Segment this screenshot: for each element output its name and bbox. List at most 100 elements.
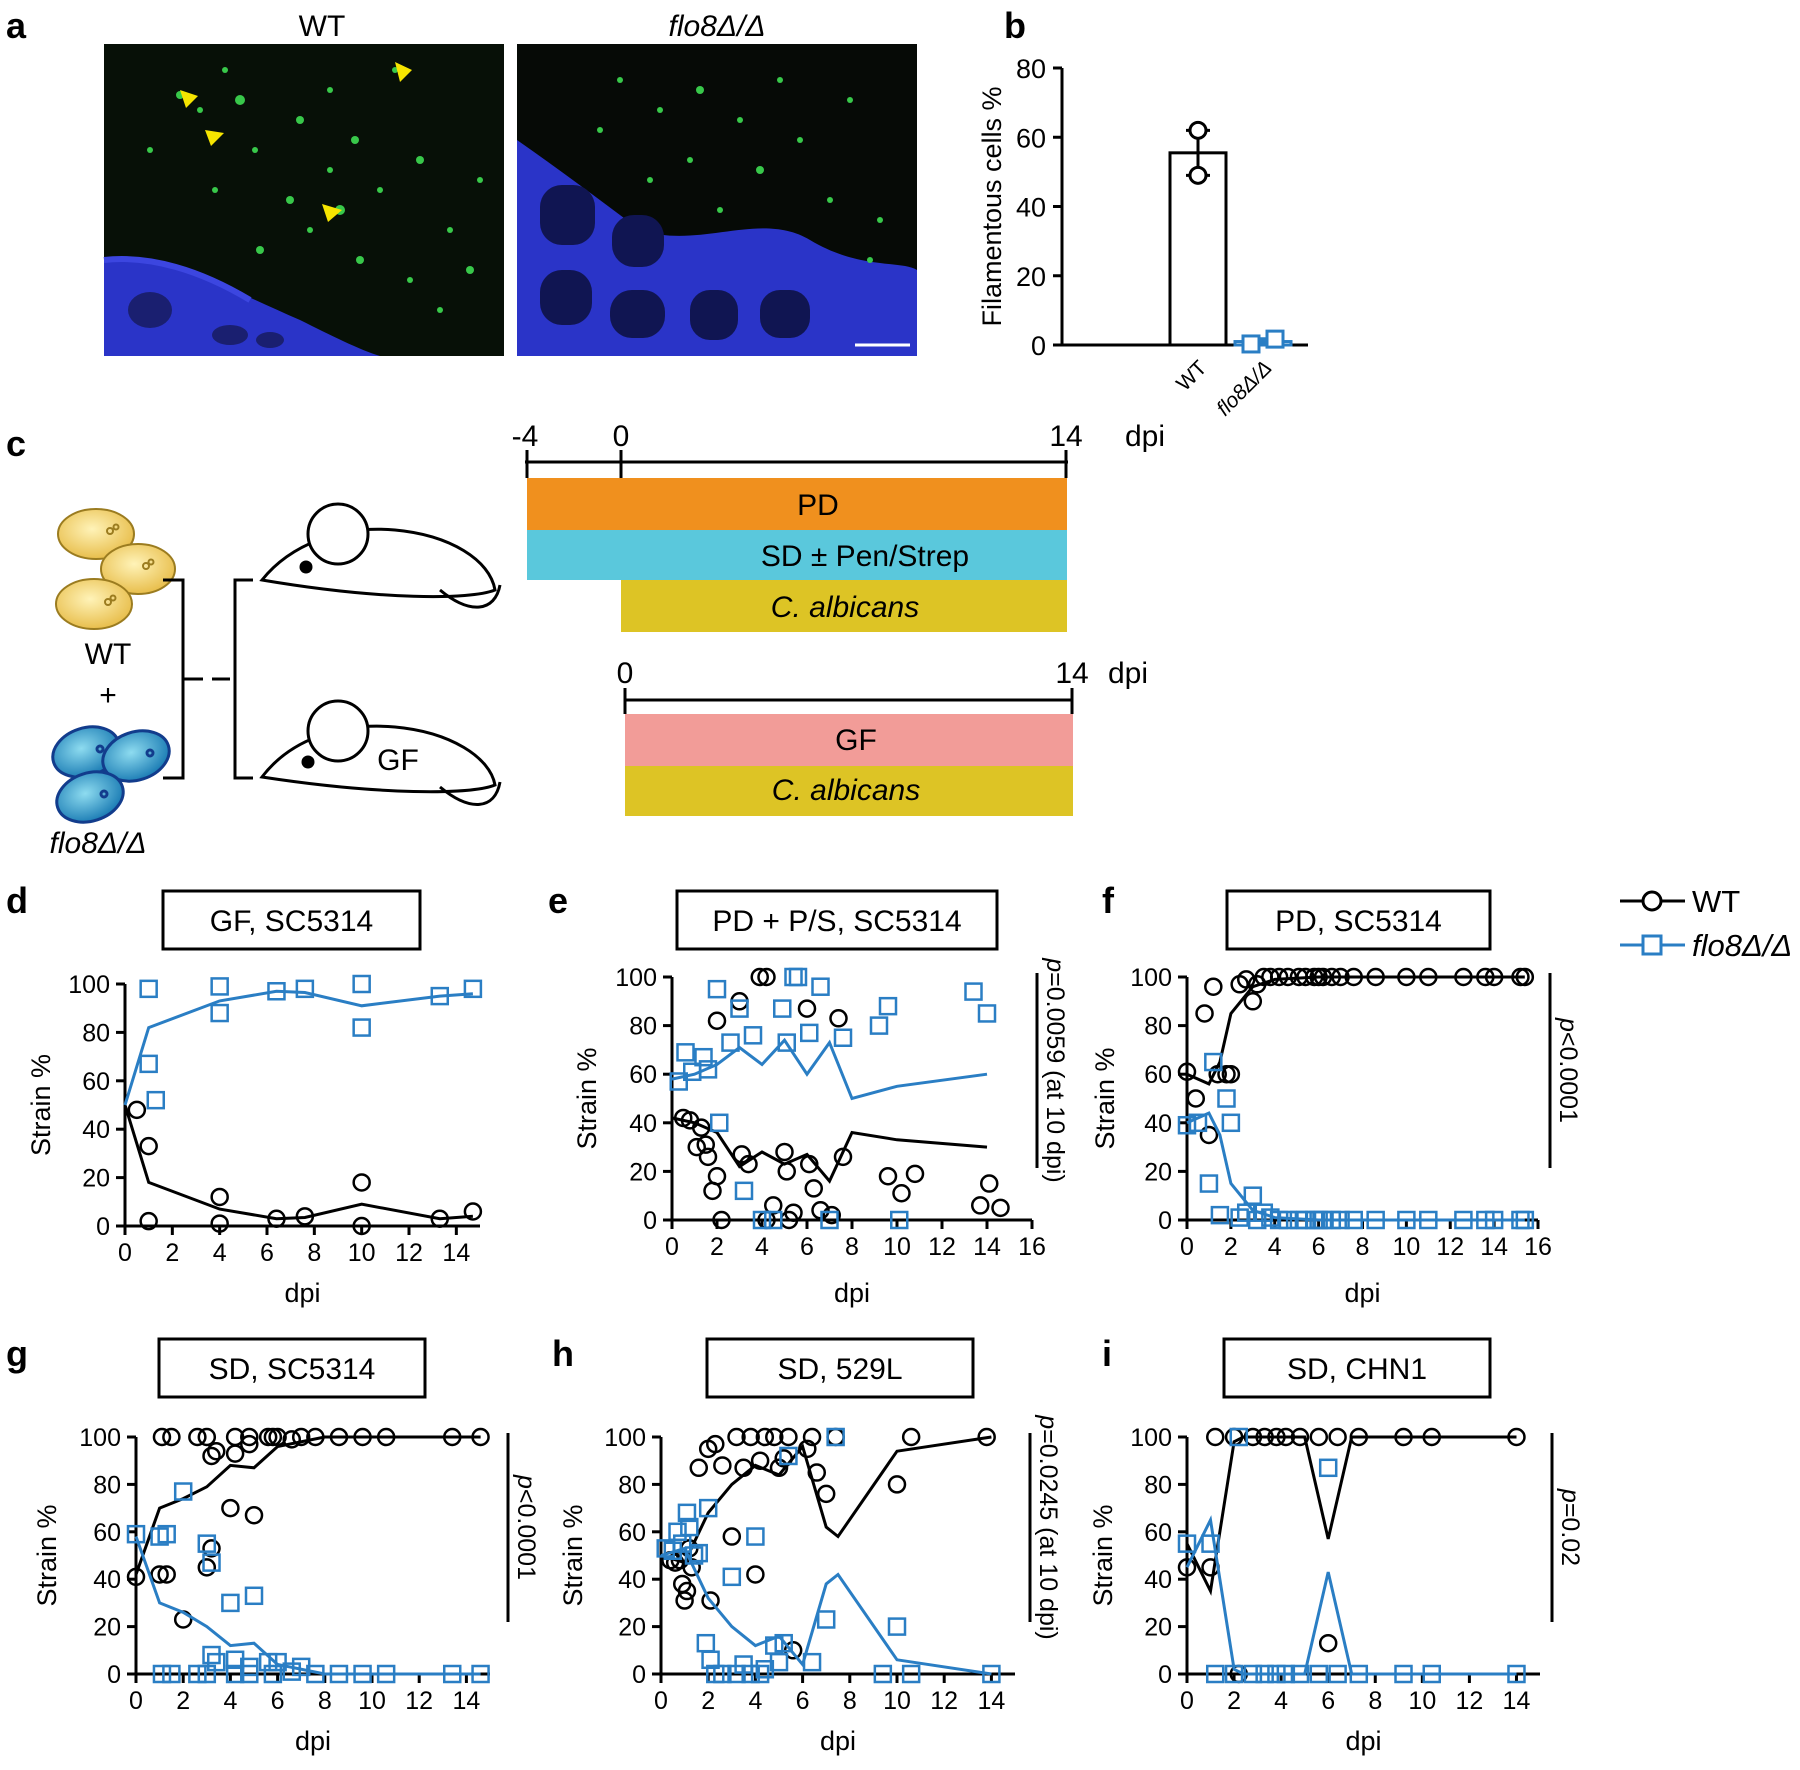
series-line-flo8 bbox=[123, 989, 474, 1106]
data-point-flo8 bbox=[442, 1664, 462, 1684]
data-point-wt bbox=[991, 1198, 1010, 1218]
x-tick-label: 6 bbox=[1321, 1687, 1335, 1715]
x-tick-label: 12 bbox=[1436, 1233, 1464, 1261]
data-point-flo8 bbox=[750, 1664, 770, 1684]
y-tick-label: 100 bbox=[604, 1424, 646, 1452]
data-point-flo8 bbox=[873, 1664, 893, 1684]
data-point-wt bbox=[739, 1154, 758, 1174]
data-point-flo8 bbox=[743, 1026, 763, 1045]
y-tick-label: 100 bbox=[615, 964, 657, 992]
x-tick-label: 12 bbox=[405, 1687, 433, 1715]
data-point-wt bbox=[127, 1100, 147, 1120]
data-point-flo8 bbox=[788, 967, 808, 987]
chart-h: h SD, 529L 0 20 40 60 80 100 0 2 4 6 8 10 12 14 Strain %… bbox=[552, 1333, 1062, 1756]
data-point-wt bbox=[757, 967, 776, 987]
x-tick-label: 10 bbox=[348, 1239, 376, 1267]
data-point-wt bbox=[267, 1209, 286, 1228]
y-axis-label-i: Strain % bbox=[1088, 1504, 1118, 1606]
data-point-flo8 bbox=[710, 1113, 729, 1133]
data-point-flo8 bbox=[139, 979, 158, 999]
data-point-wt bbox=[139, 1136, 158, 1156]
x-tick-label: 12 bbox=[1455, 1687, 1483, 1715]
data-point-wt bbox=[741, 1427, 760, 1447]
x-tick-label: 4 bbox=[223, 1687, 237, 1715]
data-point-wt bbox=[1261, 967, 1280, 987]
panel-letter-i: i bbox=[1102, 1333, 1112, 1374]
data-point-flo8 bbox=[777, 1033, 796, 1052]
chart-title-h: SD, 529L bbox=[777, 1353, 902, 1386]
data-point-wt bbox=[1204, 977, 1223, 996]
y-tick-label: 100 bbox=[1130, 1424, 1172, 1452]
data-point-flo8 bbox=[730, 999, 749, 1018]
data-point-wt bbox=[746, 1565, 765, 1584]
y-tick-label: 40 bbox=[1144, 1110, 1172, 1138]
bar-pd bbox=[527, 478, 1067, 530]
data-point-flo8 bbox=[1454, 1210, 1473, 1230]
chart-title-d: GF, SC5314 bbox=[210, 905, 373, 938]
data-point-flo8 bbox=[329, 1664, 349, 1684]
data-point-flo8 bbox=[668, 1522, 687, 1542]
data-point-flo8 bbox=[282, 1662, 302, 1681]
wt-yeast-icon bbox=[55, 508, 176, 630]
y-tick-label: 80 bbox=[618, 1471, 646, 1499]
data-point-flo8 bbox=[1199, 1174, 1219, 1193]
data-point-flo8 bbox=[977, 1004, 997, 1023]
data-point-flo8 bbox=[689, 1543, 709, 1563]
data-point-wt bbox=[722, 1527, 742, 1546]
data-point-wt bbox=[892, 1184, 911, 1203]
strain-icons: WT + flo8Δ/Δ bbox=[50, 508, 253, 860]
data-point-flo8 bbox=[352, 1018, 371, 1037]
bar-label-sd: SD ± Pen/Strep bbox=[761, 540, 969, 573]
y-tick-label: 60 bbox=[1144, 1519, 1172, 1547]
y-tick-label: 60 bbox=[629, 1061, 657, 1089]
series-line-wt bbox=[671, 1116, 988, 1184]
micrograph-flo8 bbox=[517, 44, 917, 356]
data-point-flo8 bbox=[713, 1664, 732, 1684]
x-tick-label: 8 bbox=[1368, 1687, 1382, 1715]
data-point-flo8 bbox=[1177, 1534, 1197, 1553]
chart-d: d GF, SC5314 0 20 40 60 80 100 0 2 4 6 8 10 12 14 Strain… bbox=[6, 880, 483, 1308]
tick-label-0: 0 bbox=[613, 420, 630, 453]
chart-title-i: SD, CHN1 bbox=[1287, 1353, 1427, 1386]
y-tick-label: 100 bbox=[68, 971, 110, 999]
data-point-wt bbox=[282, 1430, 302, 1449]
title-box-f bbox=[1225, 889, 1492, 951]
data-point-wt bbox=[197, 1427, 217, 1447]
data-point-flo8 bbox=[173, 1482, 193, 1501]
data-point-flo8 bbox=[258, 1652, 278, 1672]
data-point bbox=[1265, 329, 1285, 349]
series-line-flo8 bbox=[134, 1535, 481, 1676]
data-point-flo8 bbox=[746, 1527, 765, 1546]
y-axis-label-d: Strain % bbox=[26, 1054, 56, 1156]
data-point-wt bbox=[240, 1427, 259, 1447]
tick-label-14: 14 bbox=[1049, 420, 1082, 453]
data-point-wt bbox=[1454, 967, 1473, 987]
y-tick-label: 60 bbox=[618, 1519, 646, 1547]
x-tick-label: 6 bbox=[1312, 1233, 1326, 1261]
data-point-flo8 bbox=[1309, 1664, 1329, 1684]
strain-label-wt: WT bbox=[85, 638, 132, 671]
x-tick-label: 8 bbox=[318, 1687, 332, 1715]
y-tick-label: 80 bbox=[1144, 1471, 1172, 1499]
data-point-flo8 bbox=[352, 974, 371, 994]
data-point-flo8 bbox=[826, 1427, 845, 1447]
data-point-wt bbox=[225, 1444, 245, 1463]
data-point-flo8 bbox=[1267, 1664, 1286, 1684]
data-point-wt bbox=[698, 1147, 718, 1167]
x-tick-label-b: flo8Δ/Δ bbox=[1212, 356, 1276, 420]
pvalue-label: p=0.0059 (at 10 dpi) bbox=[1041, 957, 1069, 1182]
x-tick-label: 14 bbox=[452, 1687, 480, 1715]
plus-sign: + bbox=[99, 679, 117, 712]
data-point-flo8 bbox=[221, 1593, 240, 1613]
data-point-flo8 bbox=[210, 977, 229, 996]
pvalue-label: p=0.0245 (at 10 dpi) bbox=[1034, 1414, 1062, 1639]
x-tick-label: 2 bbox=[165, 1239, 179, 1267]
y-tick-label: 60 bbox=[93, 1519, 121, 1547]
bar-label-calbicans: C. albicans bbox=[771, 591, 919, 624]
data-point-wt bbox=[206, 1441, 226, 1461]
x-tick-label: 10 bbox=[1408, 1687, 1436, 1715]
data-point-wt bbox=[1328, 1427, 1347, 1447]
data-point-flo8 bbox=[696, 1633, 716, 1653]
data-point-wt bbox=[1276, 1427, 1296, 1447]
